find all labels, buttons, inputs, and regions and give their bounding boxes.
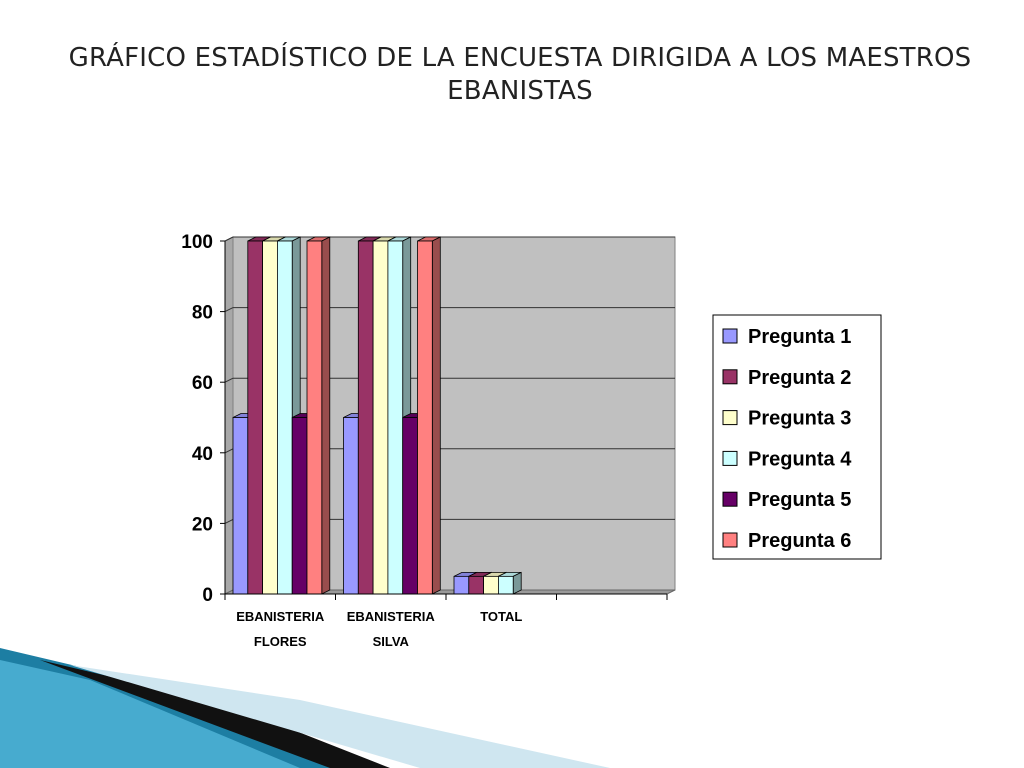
x-category-label: EBANISTERIA <box>236 609 325 624</box>
legend-label: Pregunta 1 <box>748 326 851 348</box>
legend-label: Pregunta 5 <box>748 489 851 511</box>
bar-front <box>453 575 470 595</box>
legend-item: Pregunta 1 <box>722 326 851 348</box>
legend-swatch <box>722 450 738 466</box>
axes: 0 20 40 60 80 100 EBANISTERIA FLORES EBANISTERIA… <box>181 232 668 649</box>
x-category-label: EBANISTERIA <box>347 609 436 624</box>
legend-item: Pregunta 6 <box>722 530 851 552</box>
title-line-2: EBANISTAS <box>447 76 593 106</box>
bar-front <box>291 417 308 595</box>
bar-front <box>497 575 514 595</box>
legend-label: Pregunta 4 <box>748 448 852 470</box>
bar-front <box>232 417 249 595</box>
x-category-label: SILVA <box>373 634 410 649</box>
legend-label: Pregunta 6 <box>748 530 851 552</box>
side-wall <box>224 236 234 595</box>
bar-front <box>468 575 484 595</box>
x-category-label: TOTAL <box>480 609 522 624</box>
legend-item: Pregunta 4 <box>722 448 852 470</box>
bar-front <box>306 240 323 595</box>
bar-front <box>402 417 418 595</box>
y-tick-label: 20 <box>192 514 213 535</box>
bar-front <box>357 240 374 595</box>
y-tick-label: 60 <box>192 373 213 394</box>
gridline <box>224 448 234 454</box>
bars <box>232 236 522 595</box>
legend-item: Pregunta 2 <box>722 367 851 389</box>
legend-swatch <box>722 369 738 385</box>
legend-item: Pregunta 3 <box>722 408 851 430</box>
y-tick-label: 100 <box>181 232 213 253</box>
bar-front <box>417 240 433 595</box>
bar-front <box>262 240 278 595</box>
y-tick-label: 40 <box>192 444 213 465</box>
bar-side <box>512 571 522 595</box>
legend-item: Pregunta 5 <box>722 489 851 511</box>
legend-label: Pregunta 3 <box>748 408 851 430</box>
bar-front <box>483 575 499 595</box>
gridline <box>224 307 234 313</box>
y-tick-label: 0 <box>202 585 213 606</box>
gridline <box>224 236 234 242</box>
slide-title: GRÁFICO ESTADÍSTICO DE LA ENCUESTA DIRIG… <box>40 42 1000 108</box>
x-category-label: FLORES <box>254 634 307 649</box>
gridline <box>224 377 234 383</box>
legend-swatch <box>722 532 738 548</box>
bar-front <box>247 240 264 595</box>
bar <box>497 571 522 595</box>
legend-swatch <box>722 328 738 344</box>
bar-front <box>387 240 404 595</box>
bar-side <box>431 236 441 595</box>
bar <box>306 236 331 595</box>
decorative-swoosh <box>0 648 610 768</box>
legend-swatch <box>722 410 738 426</box>
bar-front <box>276 240 293 595</box>
gridline <box>224 518 234 524</box>
bar-front <box>372 240 389 595</box>
title-line-1: GRÁFICO ESTADÍSTICO DE LA ENCUESTA DIRIG… <box>68 43 972 73</box>
bar-side <box>321 236 331 595</box>
legend-box <box>712 314 882 560</box>
legend-label: Pregunta 2 <box>748 367 851 389</box>
bar <box>417 236 441 595</box>
y-tick-label: 80 <box>192 303 213 324</box>
bar-front <box>343 417 359 595</box>
legend-swatch <box>722 491 738 507</box>
legend: Pregunta 1 Pregunta 2 Pregunta 3 Pregunta 4… <box>712 314 882 560</box>
